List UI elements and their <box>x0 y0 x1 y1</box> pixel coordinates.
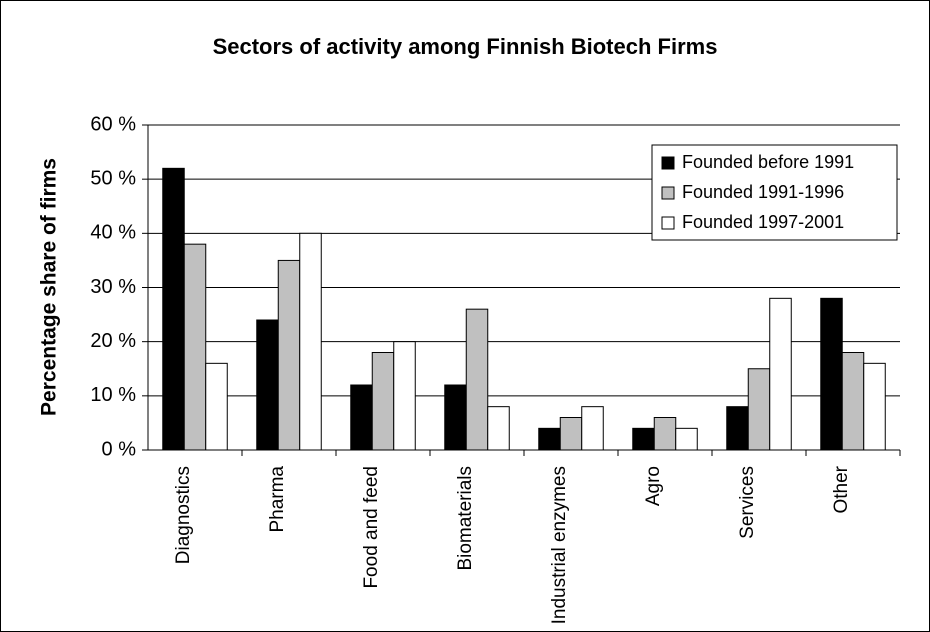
x-tick-label: Services <box>737 466 758 539</box>
legend-label: Founded before 1991 <box>682 152 854 172</box>
bar <box>205 362 228 451</box>
y-tick-label: 30 % <box>90 276 136 298</box>
bar <box>183 243 207 451</box>
legend-label: Founded 1997-2001 <box>682 212 844 232</box>
bar <box>769 297 792 451</box>
x-tick-label: Other <box>831 466 852 514</box>
bar <box>277 259 301 451</box>
y-tick-label: 50 % <box>90 167 136 189</box>
bar <box>350 384 373 451</box>
bar <box>863 362 886 451</box>
y-tick-label: 60 % <box>90 113 136 135</box>
x-tick-label: Diagnostics <box>173 466 194 565</box>
bar <box>538 427 561 451</box>
bar <box>465 308 489 451</box>
bar <box>256 319 279 451</box>
bar <box>487 406 510 451</box>
x-tick-label: Food and feed <box>361 466 382 589</box>
bar <box>841 352 865 451</box>
bar <box>675 427 698 451</box>
bar <box>299 232 322 451</box>
x-tick-label: Biomaterials <box>455 466 476 571</box>
bar <box>559 417 583 451</box>
y-tick-label: 0 % <box>102 438 137 460</box>
y-tick-label: 10 % <box>90 384 136 406</box>
x-tick-label: Industrial enzymes <box>549 466 570 625</box>
y-tick-label: 20 % <box>90 330 136 352</box>
bar <box>371 352 395 451</box>
bar <box>820 297 843 451</box>
chart-title: Sectors of activity among Finnish Biotec… <box>213 34 718 59</box>
legend-box <box>651 144 898 241</box>
bar <box>726 406 749 451</box>
bar <box>444 384 467 451</box>
bar <box>632 427 655 451</box>
x-tick-label: Agro <box>643 466 664 507</box>
y-axis-label: Percentage share of firms <box>38 158 61 416</box>
bar <box>747 368 771 451</box>
y-tick-label: 40 % <box>90 222 136 244</box>
legend-swatch <box>661 216 675 230</box>
legend-swatch <box>661 156 675 170</box>
bar <box>581 406 604 451</box>
bar <box>393 341 416 451</box>
bar <box>653 417 677 451</box>
legend-label: Founded 1991-1996 <box>682 182 844 202</box>
bar <box>162 167 185 451</box>
legend-swatch <box>661 186 675 200</box>
x-tick-label: Pharma <box>267 466 288 533</box>
